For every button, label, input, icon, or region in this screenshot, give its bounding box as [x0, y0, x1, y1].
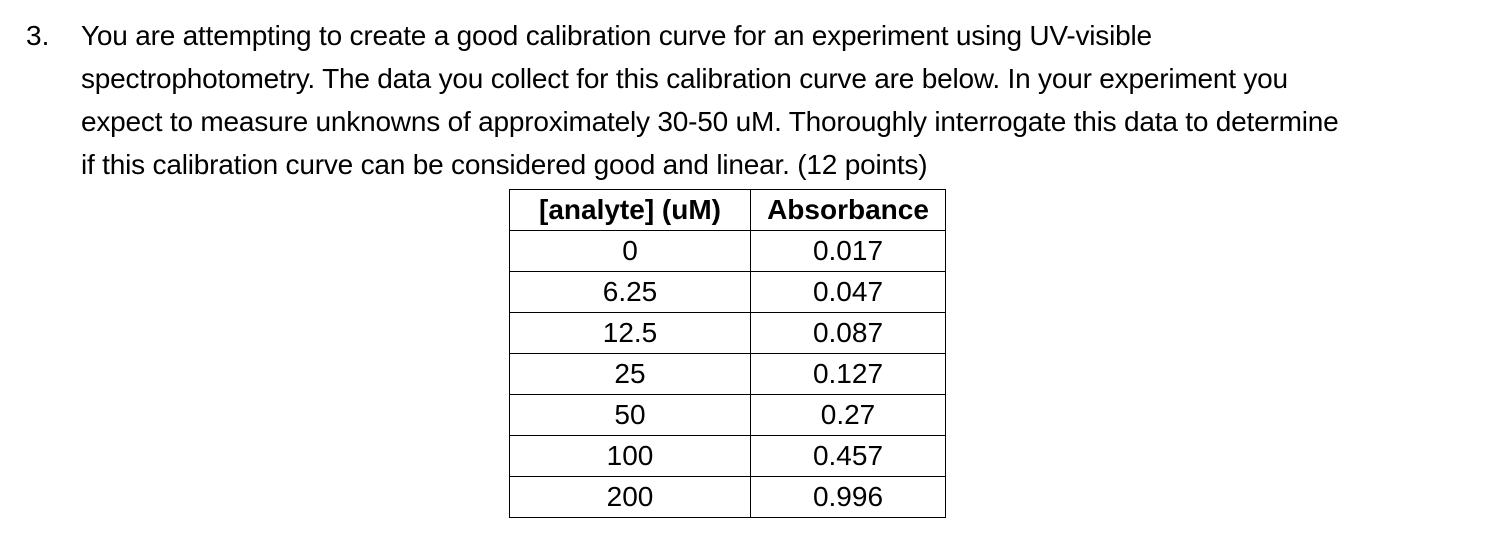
calibration-data-table: [analyte] (uM) Absorbance 0 0.017 6.25 0… [509, 189, 946, 518]
question-line: spectrophotometry. The data you collect … [81, 63, 1288, 94]
concentration-cell: 12.5 [509, 312, 751, 354]
table-header-row: [analyte] (uM) Absorbance [509, 189, 946, 231]
table-row: 0 0.017 [509, 230, 946, 272]
absorbance-cell: 0.457 [750, 435, 946, 477]
question-text: You are attempting to create a good cali… [81, 14, 1496, 186]
table-row: 100 0.457 [509, 435, 946, 477]
absorbance-cell: 0.047 [750, 271, 946, 313]
column-header-absorbance: Absorbance [750, 189, 946, 231]
concentration-cell: 200 [509, 476, 751, 518]
table-row: 25 0.127 [509, 353, 946, 395]
concentration-cell: 50 [509, 394, 751, 436]
table-row: 12.5 0.087 [509, 312, 946, 354]
concentration-cell: 6.25 [509, 271, 751, 313]
concentration-cell: 0 [509, 230, 751, 272]
question-line: if this calibration curve can be conside… [81, 149, 928, 180]
table-row: 50 0.27 [509, 394, 946, 436]
absorbance-cell: 0.996 [750, 476, 946, 518]
absorbance-cell: 0.087 [750, 312, 946, 354]
absorbance-cell: 0.127 [750, 353, 946, 395]
question-line: You are attempting to create a good cali… [81, 20, 1152, 51]
question-line: expect to measure unknowns of approximat… [81, 106, 1339, 137]
concentration-cell: 25 [509, 353, 751, 395]
table-row: 200 0.996 [509, 476, 946, 518]
concentration-cell: 100 [509, 435, 751, 477]
table-row: 6.25 0.047 [509, 271, 946, 313]
question-number: 3. [26, 20, 50, 51]
absorbance-cell: 0.017 [750, 230, 946, 272]
absorbance-cell: 0.27 [750, 394, 946, 436]
column-header-concentration: [analyte] (uM) [509, 189, 751, 231]
